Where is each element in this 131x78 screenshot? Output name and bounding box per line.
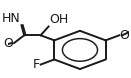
Text: F: F xyxy=(33,58,40,71)
Text: O: O xyxy=(120,29,130,42)
Text: OH: OH xyxy=(49,13,68,26)
Text: HN: HN xyxy=(2,12,21,24)
Text: O: O xyxy=(4,37,13,50)
